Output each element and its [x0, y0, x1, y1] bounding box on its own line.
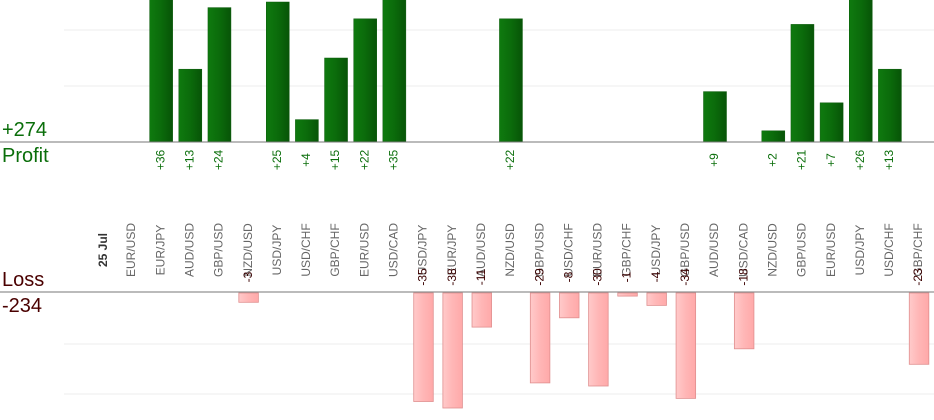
profit-bar: [295, 119, 319, 143]
profit-bar: [382, 0, 407, 143]
loss-bar: [908, 292, 930, 365]
loss-bar: [733, 292, 755, 350]
profit-bar: [266, 1, 290, 143]
profit-value-label: +13: [182, 149, 196, 170]
category-label: USD/CHF: [882, 223, 896, 276]
loss-value-label: -35: [416, 268, 430, 286]
category-label: USD/JPY: [416, 225, 430, 276]
category-label: EUR/USD: [124, 223, 138, 277]
profit-bar: [849, 0, 873, 143]
profit-value-label: +26: [853, 149, 867, 170]
category-label: GBP/USD: [795, 223, 809, 277]
profit-bar: [353, 18, 377, 143]
loss-bar: [442, 292, 463, 409]
profit-value-label: +22: [357, 149, 371, 170]
loss-bar: [588, 292, 609, 387]
profit-value-label: +13: [882, 149, 896, 170]
category-label: GBP/USD: [532, 223, 546, 277]
profit-value-label: +15: [328, 149, 342, 170]
loss-value-label: -29: [532, 268, 546, 286]
loss-bar: [646, 292, 667, 306]
profit-value-label: +4: [299, 153, 313, 167]
category-label: USD/JPY: [853, 225, 867, 276]
category-label: GBP/CHF: [620, 223, 634, 276]
profit-bar: [499, 18, 523, 143]
category-label: NZD/USD: [765, 223, 779, 277]
profit-value-label: +24: [212, 149, 226, 170]
category-label: GBP/CHF: [328, 223, 342, 276]
loss-value-label: -11: [474, 268, 488, 285]
category-label: GBP/CHF: [911, 223, 925, 276]
loss-value-label: -1: [620, 271, 634, 282]
loss-bar: [559, 292, 580, 319]
profit-value-label: +2: [765, 153, 779, 167]
category-label: USD/CAD: [387, 223, 401, 277]
category-label: AUD/USD: [182, 223, 196, 277]
profit-bar: [790, 24, 815, 143]
profit-bar: [761, 130, 786, 143]
loss-bar: [617, 292, 638, 297]
loss-total: -234: [2, 295, 43, 317]
category-label: USD/JPY: [649, 225, 663, 276]
loss-value-label: -34: [678, 268, 692, 286]
loss-value-label: -3: [241, 271, 255, 282]
category-label: AUD/USD: [474, 223, 488, 277]
loss-bar: [413, 292, 434, 402]
category-label: GBP/USD: [212, 223, 226, 277]
category-label: AUD/USD: [707, 223, 721, 277]
category-label: NZD/USD: [503, 223, 517, 277]
profit-value-label: +7: [824, 153, 838, 167]
profit-total: +274: [2, 119, 48, 141]
loss-bar: [675, 292, 697, 399]
profit-bar: [819, 102, 844, 143]
profit-bar: [324, 57, 348, 143]
loss-bar: [471, 292, 492, 328]
loss-value-label: -23: [911, 268, 925, 286]
category-label: EUR/JPY: [153, 225, 167, 276]
profit-value-label: +22: [503, 149, 517, 170]
profit-value-label: +36: [153, 149, 167, 170]
profit-bar: [878, 68, 902, 143]
category-label: USD/CHF: [299, 223, 313, 276]
profit-value-label: +21: [795, 149, 809, 170]
category-label: GBP/USD: [678, 223, 692, 277]
category-label: EUR/USD: [357, 223, 371, 277]
loss-value-label: -4: [649, 271, 663, 282]
profit-bar: [149, 0, 173, 143]
profit-bar: [178, 68, 203, 143]
category-label: NZD/USD: [241, 223, 255, 277]
loss-value-label: -30: [591, 268, 605, 286]
loss-bar: [238, 292, 259, 303]
category-label: USD/CHF: [561, 223, 575, 276]
category-label: EUR/USD: [824, 223, 838, 277]
category-label: EUR/JPY: [445, 225, 459, 276]
category-label: EUR/USD: [591, 223, 605, 277]
profit-value-label: +35: [387, 149, 401, 170]
loss-value-label: -18: [736, 268, 750, 286]
loss-caption: Loss: [2, 269, 45, 291]
loss-value-label: -38: [445, 268, 459, 286]
loss-value-label: -8: [561, 271, 575, 282]
profit-value-label: +25: [270, 149, 284, 170]
date-label: 25 Jul: [96, 233, 110, 267]
profit-bar: [207, 7, 232, 143]
category-label: USD/JPY: [270, 225, 284, 276]
loss-bar: [529, 292, 551, 384]
profit-bar: [703, 91, 727, 143]
category-label: USD/CAD: [736, 223, 750, 277]
profit-value-label: +9: [707, 153, 721, 167]
profit-caption: Profit: [2, 145, 49, 167]
